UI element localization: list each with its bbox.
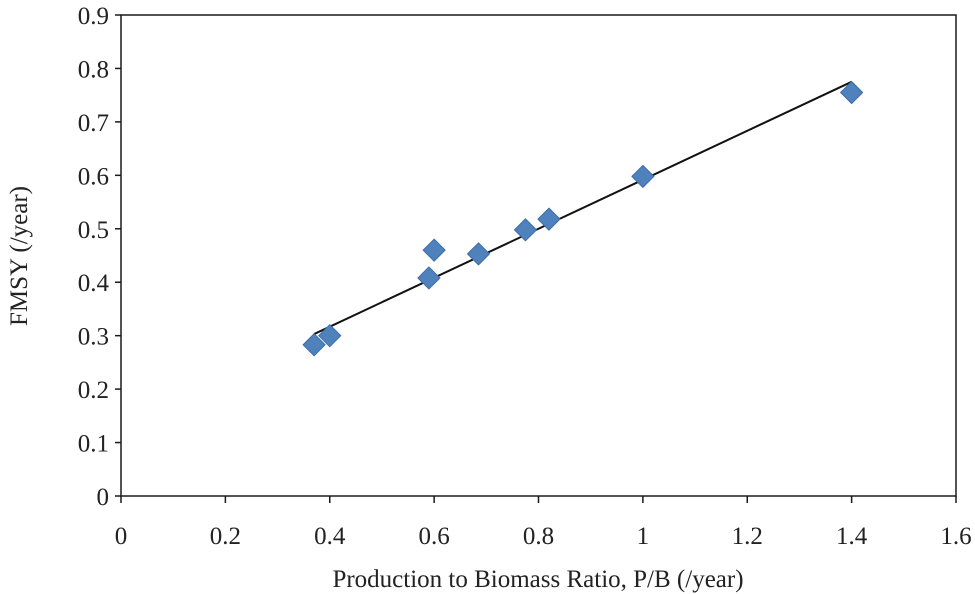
y-tick-label: 0.3 [78,324,109,351]
x-tick-label: 0.6 [419,523,450,550]
data-point-diamond [839,80,864,105]
data-point-diamond [537,207,561,231]
x-tick-label: 0.2 [210,523,241,550]
data-points [302,80,864,357]
y-tick-label: 0.9 [78,3,109,30]
data-point-diamond [417,266,441,290]
y-axis-title: FMSY (/year) [6,186,33,326]
x-axis-title: Production to Biomass Ratio, P/B (/year) [332,566,743,593]
y-axis: 0 0.1 0.2 0.3 0.4 0.5 0.6 0.7 0.8 0.9 [78,3,121,511]
x-tick-label: 0.4 [314,523,346,550]
y-tick-label: 0 [97,484,110,511]
y-tick-label: 0.8 [78,56,109,83]
data-point-diamond [466,242,491,266]
y-tick-label: 0.4 [78,270,110,297]
x-tick-label: 1.4 [836,523,868,550]
y-tick-label: 0.6 [78,163,109,190]
x-tick-label: 1 [637,523,650,550]
y-tick-label: 0.5 [78,217,109,244]
data-point-diamond [631,164,655,189]
y-tick-label: 0.7 [78,110,109,137]
data-point-diamond [302,333,326,357]
data-point-diamond [318,323,342,348]
data-point-diamond [513,218,538,242]
x-tick-label: 1.2 [732,523,763,550]
linear-trendline [313,80,853,335]
y-tick-label: 0.2 [78,377,109,404]
data-point-diamond [422,238,446,262]
x-axis: 0 0.2 0.4 0.6 0.8 1 1.2 1.4 1.6 [115,496,972,550]
x-tick-label: 1.6 [940,523,971,550]
trendline-layer [313,80,853,335]
plot-area-frame [120,14,957,497]
x-tick-label: 0 [115,523,128,550]
y-tick-label: 0.1 [78,431,109,458]
x-tick-label: 0.8 [523,523,554,550]
